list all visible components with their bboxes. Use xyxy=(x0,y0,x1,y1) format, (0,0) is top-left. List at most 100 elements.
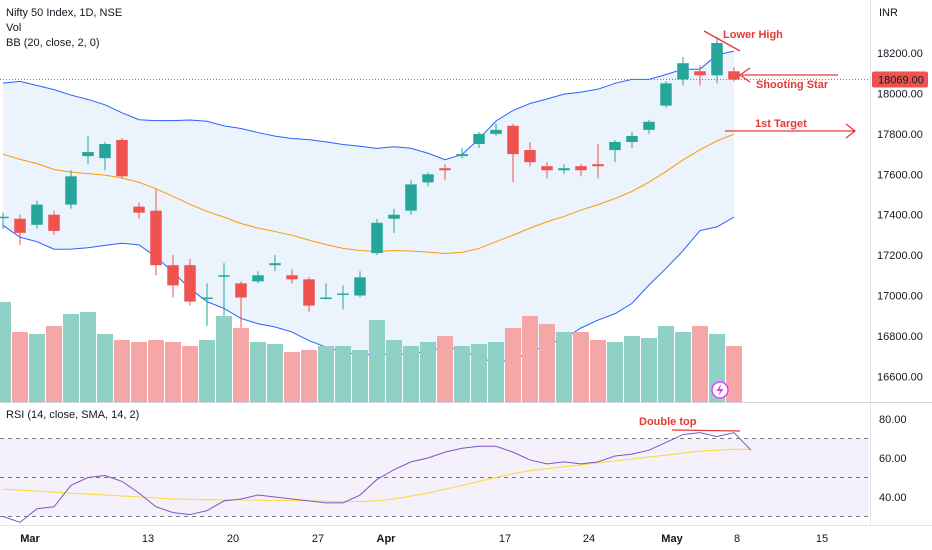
candle[interactable] xyxy=(626,131,638,149)
candle[interactable] xyxy=(490,123,502,136)
candle-body xyxy=(286,275,298,280)
candle[interactable] xyxy=(252,271,264,284)
candle[interactable] xyxy=(592,144,604,179)
volume-bar xyxy=(284,352,300,402)
candle[interactable] xyxy=(694,65,706,86)
candle[interactable] xyxy=(609,139,621,163)
candle[interactable] xyxy=(286,269,298,284)
candle-body xyxy=(82,152,94,157)
candle[interactable] xyxy=(643,119,655,134)
volume-bar xyxy=(658,326,674,402)
last-price-tag-bg xyxy=(872,71,928,88)
volume-bar xyxy=(624,336,640,402)
candle[interactable] xyxy=(371,218,383,256)
rsi-pane xyxy=(0,432,869,523)
candle[interactable] xyxy=(422,172,434,187)
candle[interactable] xyxy=(405,180,417,215)
volume-bar xyxy=(114,340,130,402)
candle[interactable] xyxy=(31,200,43,229)
time-tick-label: Apr xyxy=(377,533,397,545)
candle[interactable] xyxy=(235,281,247,328)
price-tick-label: 17600.00 xyxy=(877,169,923,181)
candle-body xyxy=(490,129,502,134)
volume-bar xyxy=(556,332,572,402)
candle-body xyxy=(728,71,740,80)
volume-legend: Vol xyxy=(6,22,22,34)
last-price-label: 18069.00 xyxy=(878,75,924,87)
annotations[interactable]: Lower High Shooting Star 1st Target Double … xyxy=(639,29,857,432)
volume-bar xyxy=(573,332,589,402)
candle[interactable] xyxy=(388,208,400,233)
candle-body xyxy=(303,279,315,306)
candle[interactable] xyxy=(541,162,553,179)
time-tick-label: May xyxy=(661,533,683,545)
time-tick-label: 24 xyxy=(583,533,595,545)
price-tick-label: 17400.00 xyxy=(877,210,923,222)
candle[interactable] xyxy=(116,137,128,179)
candle[interactable] xyxy=(48,210,60,235)
candle[interactable] xyxy=(507,123,519,183)
rsi-tick-label: 40.00 xyxy=(879,492,907,504)
volume-bar xyxy=(505,328,521,402)
candle-body xyxy=(320,297,332,300)
volume-bar xyxy=(386,340,402,402)
first-target-arrow xyxy=(725,123,857,139)
candle[interactable] xyxy=(167,255,179,298)
candle[interactable] xyxy=(82,135,94,165)
candle-body xyxy=(218,275,230,277)
candle[interactable] xyxy=(269,255,281,272)
candlesticks[interactable] xyxy=(0,36,740,328)
candle[interactable] xyxy=(439,164,451,181)
candle-body xyxy=(558,168,570,171)
candle[interactable] xyxy=(558,164,570,175)
candle-body xyxy=(507,125,519,155)
candle-body xyxy=(422,174,434,183)
candle[interactable] xyxy=(354,271,366,298)
candle[interactable] xyxy=(201,283,213,326)
candle-body xyxy=(473,133,485,144)
candle[interactable] xyxy=(711,36,723,84)
shooting-star-arrow xyxy=(738,67,838,83)
bb-lower-line xyxy=(2,216,735,363)
volume-bar xyxy=(522,316,538,402)
bb-legend: BB (20, close, 2, 0) xyxy=(6,37,100,49)
candle[interactable] xyxy=(320,283,332,300)
candle[interactable] xyxy=(184,259,196,306)
candle-body xyxy=(405,184,417,211)
candle[interactable] xyxy=(303,277,315,312)
candle[interactable] xyxy=(65,170,77,209)
candle-body xyxy=(575,166,587,171)
candle-body xyxy=(0,216,9,219)
time-tick-label: 17 xyxy=(499,533,511,545)
candle[interactable] xyxy=(677,57,689,86)
candle[interactable] xyxy=(728,67,740,82)
price-tick-label: 16800.00 xyxy=(877,331,923,343)
candle[interactable] xyxy=(337,285,349,310)
candle[interactable] xyxy=(524,141,536,167)
candle[interactable] xyxy=(14,214,26,245)
candle[interactable] xyxy=(660,81,672,108)
lightning-icon[interactable] xyxy=(711,381,729,399)
volume-bar xyxy=(641,338,657,402)
volume-bar xyxy=(165,342,181,402)
price-tick-label: 17000.00 xyxy=(877,291,923,303)
candle[interactable] xyxy=(99,141,111,171)
volume-bar xyxy=(267,344,283,402)
volume-bar xyxy=(80,312,96,402)
double-top-line xyxy=(671,429,741,432)
volume-bar xyxy=(335,346,351,402)
candle-body xyxy=(167,265,179,286)
candle-body xyxy=(456,154,468,157)
candle[interactable] xyxy=(150,188,162,276)
candle[interactable] xyxy=(0,212,9,229)
candle[interactable] xyxy=(575,164,587,177)
last-price-tag[interactable]: 18069.00 xyxy=(872,71,928,88)
candle[interactable] xyxy=(456,148,468,159)
candle[interactable] xyxy=(473,131,485,149)
candle[interactable] xyxy=(133,202,145,219)
candle-body xyxy=(150,210,162,266)
volume-bar xyxy=(403,346,419,402)
candle[interactable] xyxy=(218,263,230,316)
rsi-ma-line xyxy=(2,448,751,503)
volume-bar xyxy=(148,340,164,402)
